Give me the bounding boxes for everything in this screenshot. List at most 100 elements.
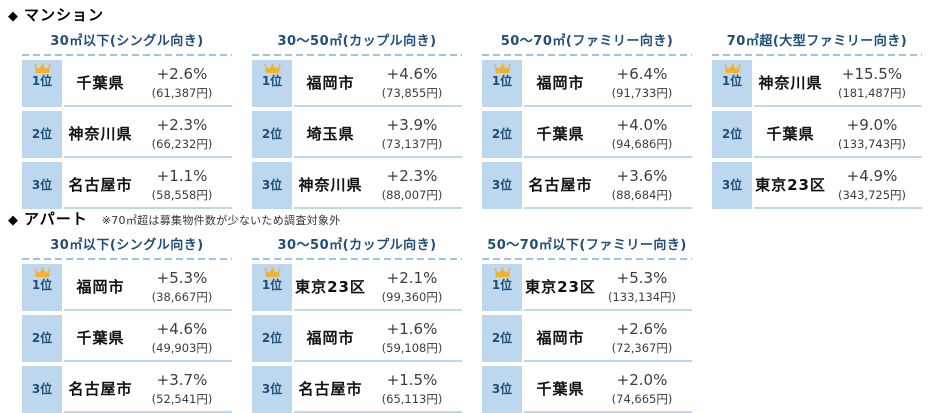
rank-cell: 1位: [482, 264, 522, 311]
region-name: 東京23区: [755, 176, 826, 194]
percent-change: +2.6%: [616, 320, 668, 338]
average-rent: (133,743円): [837, 137, 907, 151]
percent-change: +5.3%: [616, 269, 668, 287]
ranking-row: 3位 名古屋市 +1.5% (65,113円): [252, 366, 462, 413]
ranking-row: 3位 名古屋市 +3.6% (88,684円): [482, 162, 692, 209]
percent-change: +1.1%: [156, 167, 208, 185]
ranking-row: 2位 千葉県 +9.0% (133,743円): [712, 111, 922, 158]
row-content: 東京23区 +5.3% (133,134円): [524, 264, 692, 311]
percent-change: +4.9%: [846, 167, 898, 185]
region-name: 神奈川県: [68, 125, 133, 143]
ranking-row: 1位 福岡市 +6.4% (91,733円): [482, 60, 692, 107]
row-content: 名古屋市 +3.6% (88,684円): [524, 162, 692, 209]
dashed-divider: [22, 258, 232, 260]
rank-label: 3位: [31, 382, 53, 396]
rank-cell: 2位: [22, 111, 62, 158]
row-content: 埼玉県 +3.9% (73,137円): [294, 111, 462, 158]
rank-label: 1位: [261, 278, 283, 292]
rank-label: 3位: [721, 178, 743, 192]
size-category-header: 50〜70㎡以下(ファミリー向き): [487, 238, 687, 253]
size-category-header: 50〜70㎡(ファミリー向き): [500, 34, 674, 49]
region-name: 福岡市: [306, 74, 355, 92]
value-block: +4.6% (73,855円): [367, 65, 457, 100]
crown-icon: [33, 63, 51, 73]
average-rent: (73,855円): [381, 86, 443, 100]
row-content: 千葉県 +2.6% (61,387円): [64, 60, 232, 107]
ranking-table: 30㎡以下(シングル向き) 1位 千葉県 +2.6% (61,387円) 2位 神奈川県 +2…: [22, 30, 232, 209]
rank-cell: 3位: [22, 162, 62, 209]
value-block: +2.6% (72,367円): [597, 320, 687, 355]
value-block: +2.3% (66,232円): [137, 116, 227, 151]
region-name: 神奈川県: [758, 74, 823, 92]
value-block: +9.0% (133,743円): [827, 116, 917, 151]
ranking-row: 1位 東京23区 +5.3% (133,134円): [482, 264, 692, 311]
rank-cell: 3位: [252, 162, 292, 209]
percent-change: +2.6%: [156, 65, 208, 83]
rank-label: 1位: [721, 74, 743, 88]
percent-change: +2.0%: [616, 371, 668, 389]
region-name: 福岡市: [76, 278, 125, 296]
rank-label: 1位: [31, 74, 53, 88]
percent-change: +4.6%: [156, 320, 208, 338]
average-rent: (65,113円): [381, 392, 443, 406]
region-name: 福岡市: [536, 74, 585, 92]
percent-change: +3.9%: [386, 116, 438, 134]
rank-label: 2位: [261, 127, 283, 141]
section-apartment: ◆ アパート ※70㎡超は募集物件数が少ないため調査対象外 30㎡以下(シングル…: [8, 208, 930, 413]
ranking-row: 1位 神奈川県 +15.5% (181,487円): [712, 60, 922, 107]
region-name: 千葉県: [76, 329, 125, 347]
average-rent: (181,487円): [837, 86, 907, 100]
ranking-row: 1位 福岡市 +5.3% (38,667円): [22, 264, 232, 311]
rank-label: 2位: [261, 331, 283, 345]
row-content: 福岡市 +5.3% (38,667円): [64, 264, 232, 311]
value-block: +6.4% (91,733円): [597, 65, 687, 100]
rank-cell: 3位: [482, 366, 522, 413]
rank-label: 1位: [31, 278, 53, 292]
dashed-divider: [252, 258, 462, 260]
percent-change: +4.6%: [386, 65, 438, 83]
ranking-row: 2位 福岡市 +2.6% (72,367円): [482, 315, 692, 362]
section-mansion: ◆ マンション 30㎡以下(シングル向き) 1位 千葉県 +2.6% (61,387円)…: [8, 4, 930, 209]
rank-label: 3位: [261, 382, 283, 396]
ranking-row: 3位 東京23区 +4.9% (343,725円): [712, 162, 922, 209]
average-rent: (59,108円): [381, 341, 443, 355]
row-content: 千葉県 +2.0% (74,665円): [524, 366, 692, 413]
rank-cell: 2位: [712, 111, 752, 158]
region-name: 埼玉県: [306, 125, 355, 143]
rank-cell: 2位: [482, 315, 522, 362]
average-rent: (61,387円): [151, 86, 213, 100]
crown-icon: [263, 63, 281, 73]
section-note: ※70㎡超は募集物件数が少ないため調査対象外: [101, 214, 341, 227]
row-content: 福岡市 +1.6% (59,108円): [294, 315, 462, 362]
rank-cell: 3位: [252, 366, 292, 413]
rank-cell: 2位: [252, 111, 292, 158]
ranking-table: 50〜70㎡(ファミリー向き) 1位 福岡市 +6.4% (91,733円) 2位 千葉県 +…: [482, 30, 692, 209]
rank-label: 3位: [31, 178, 53, 192]
rank-label: 2位: [721, 127, 743, 141]
ranking-row: 3位 名古屋市 +3.7% (52,541円): [22, 366, 232, 413]
region-name: 名古屋市: [68, 176, 133, 194]
row-content: 名古屋市 +3.7% (52,541円): [64, 366, 232, 413]
crown-icon: [493, 63, 511, 73]
size-category-header: 30〜50㎡(カップル向き): [277, 238, 437, 253]
dashed-divider: [482, 258, 692, 260]
value-block: +15.5% (181,487円): [827, 65, 917, 100]
average-rent: (133,134円): [607, 290, 677, 304]
average-rent: (74,665円): [611, 392, 673, 406]
ranking-row: 1位 千葉県 +2.6% (61,387円): [22, 60, 232, 107]
value-block: +1.1% (58,558円): [137, 167, 227, 202]
rank-label: 1位: [261, 74, 283, 88]
percent-change: +9.0%: [846, 116, 898, 134]
rank-label: 1位: [491, 74, 513, 88]
size-category-header: 70㎡超(大型ファミリー向き): [726, 34, 908, 49]
rank-label: 1位: [491, 278, 513, 292]
ranking-table: 30〜50㎡(カップル向き) 1位 福岡市 +4.6% (73,855円) 2位 埼玉県 +3…: [252, 30, 462, 209]
ranking-tables-apartment: 30㎡以下(シングル向き) 1位 福岡市 +5.3% (38,667円) 2位 千葉県 +4.…: [22, 234, 930, 413]
ranking-table: 30㎡以下(シングル向き) 1位 福岡市 +5.3% (38,667円) 2位 千葉県 +4.…: [22, 234, 232, 413]
rank-cell: 1位: [252, 264, 292, 311]
rank-cell: 1位: [252, 60, 292, 107]
rank-cell: 1位: [22, 264, 62, 311]
section-title-text: アパート: [24, 210, 88, 228]
value-block: +3.7% (52,541円): [137, 371, 227, 406]
diamond-bullet-icon: ◆: [8, 213, 18, 228]
